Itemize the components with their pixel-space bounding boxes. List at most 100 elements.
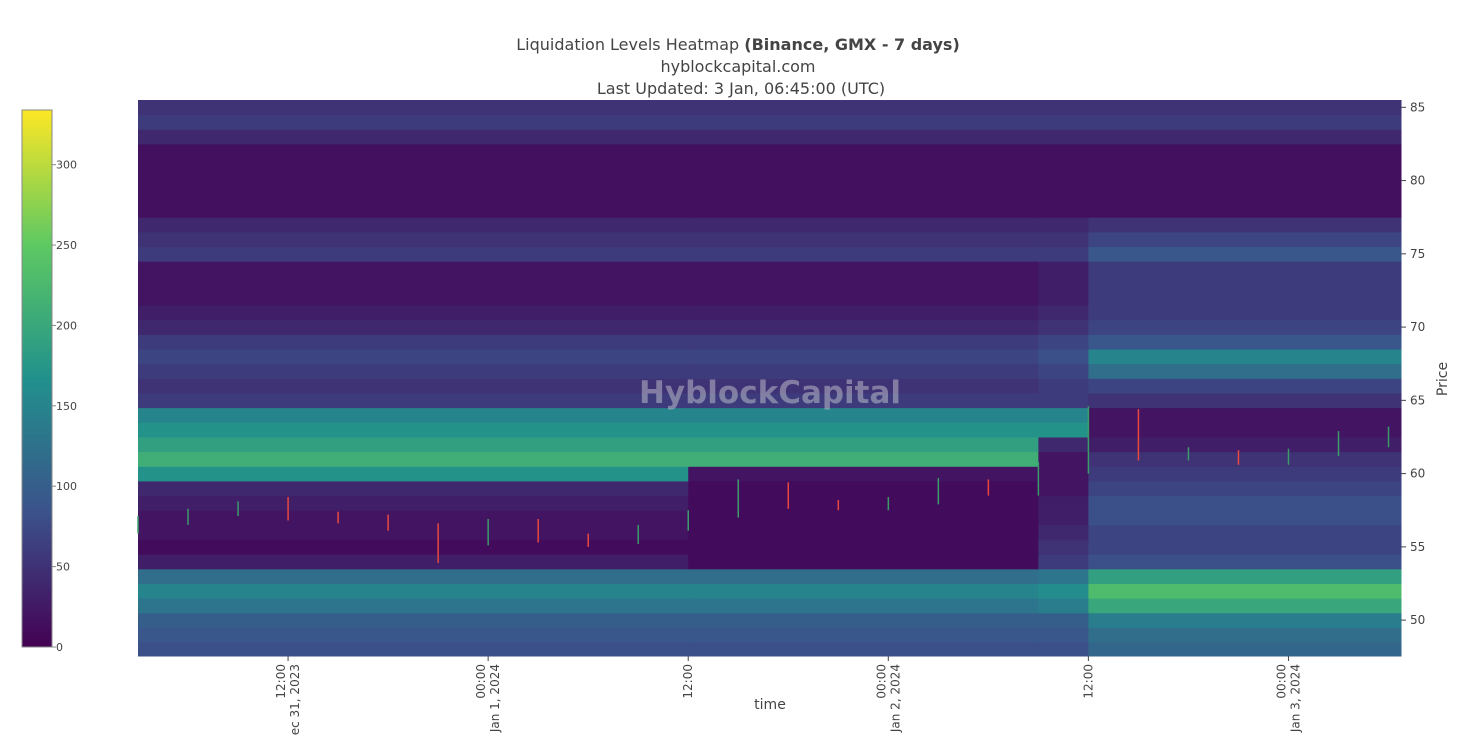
heat-cell — [1088, 495, 1402, 511]
heat-cell — [1088, 539, 1402, 555]
heat-cell — [138, 583, 689, 599]
heat-cell — [1088, 598, 1402, 614]
x-tick-label: 12:00Dec 31, 2023 — [274, 664, 302, 736]
x-tick-label-line: Dec 31, 2023 — [288, 664, 302, 736]
y-axis-title: Price — [1435, 362, 1451, 396]
heat-cell — [1038, 451, 1089, 467]
heat-cell — [138, 100, 689, 116]
heat-cell — [1038, 275, 1089, 291]
heat-cell — [1088, 451, 1402, 467]
heat-cell — [1088, 114, 1402, 130]
heat-cell — [138, 598, 689, 614]
heat-cell — [1038, 422, 1089, 438]
heat-cell — [138, 334, 689, 350]
heat-cell — [1088, 305, 1402, 321]
colorbar — [21, 109, 53, 648]
heat-cell — [1038, 642, 1089, 657]
heat-cell — [1088, 246, 1402, 262]
heat-cell — [1088, 393, 1402, 409]
heat-cell — [1038, 524, 1089, 541]
title-emphasis: (Binance, GMX - 7 days) — [744, 35, 959, 54]
heat-cell — [688, 568, 1039, 584]
heat-cell — [1088, 290, 1402, 306]
heat-cell — [1088, 143, 1402, 160]
y-tick-label: 70 — [1410, 320, 1425, 334]
heat-cell — [688, 275, 1039, 291]
heat-cell — [1088, 642, 1402, 657]
heat-cell — [138, 290, 689, 306]
heat-cell — [1038, 231, 1089, 248]
heat-cell — [138, 378, 689, 394]
heat-cell — [1038, 495, 1089, 511]
heat-cell — [138, 173, 689, 189]
subtitle: hyblockcapital.com — [660, 57, 815, 76]
heat-cell — [1088, 480, 1402, 497]
heat-cell — [138, 480, 689, 497]
heat-cell — [1088, 158, 1402, 174]
heat-cell — [1038, 407, 1089, 423]
heat-cell — [138, 129, 689, 145]
heat-cell — [688, 363, 1039, 379]
heat-cell — [1038, 114, 1089, 130]
y-tick-label: 55 — [1410, 540, 1425, 554]
x-tick-label-line: 00:00 — [1274, 664, 1288, 699]
colorbar-tick-label: 200 — [56, 319, 77, 332]
heat-cell — [1038, 305, 1089, 321]
heat-cell — [688, 612, 1039, 628]
heat-cell — [138, 202, 689, 218]
y-tick-label: 65 — [1410, 393, 1425, 407]
x-tick-label-line: Jan 1, 2024 — [488, 664, 502, 733]
heat-cell — [1038, 261, 1089, 277]
x-tick-label: 00:00Jan 2, 2024 — [874, 664, 902, 733]
heat-cell — [688, 114, 1039, 130]
watermark: HyblockCapital — [639, 375, 901, 411]
heat-cell — [688, 290, 1039, 306]
heat-cell — [1088, 583, 1402, 599]
heat-cell — [138, 524, 689, 541]
heat-cell — [1088, 349, 1402, 365]
heat-cell — [688, 480, 1039, 497]
heat-cell — [138, 407, 689, 423]
heat-cell — [1088, 627, 1402, 643]
heat-cell — [138, 627, 689, 643]
heat-cell — [1038, 568, 1089, 584]
x-tick-label-line: 00:00 — [474, 664, 488, 699]
heat-cell — [138, 363, 689, 379]
heat-cell — [138, 217, 689, 233]
heat-cell — [1088, 187, 1402, 204]
heat-cell — [1038, 217, 1089, 233]
heat-cell — [1088, 261, 1402, 277]
heat-cell — [138, 114, 689, 130]
heat-cell — [138, 539, 689, 555]
heat-cell — [1038, 363, 1089, 379]
heat-cell — [688, 393, 1039, 409]
heat-cell — [1088, 363, 1402, 379]
heat-cell — [1038, 539, 1089, 555]
heat-cell — [1088, 407, 1402, 423]
heat-cell — [138, 261, 689, 277]
heat-cell — [1038, 143, 1089, 160]
heat-cell — [1088, 173, 1402, 189]
heat-cell — [688, 524, 1039, 541]
heat-cell — [688, 436, 1039, 453]
heat-cell — [1038, 187, 1089, 204]
heat-cell — [138, 642, 689, 657]
heat-cell — [1038, 319, 1089, 335]
heat-cell — [1088, 554, 1402, 570]
heat-cell — [1038, 510, 1089, 526]
heat-cell — [1088, 436, 1402, 453]
heat-cell — [138, 451, 689, 467]
heat-cell — [688, 129, 1039, 145]
heat-cell — [138, 349, 689, 365]
heat-cell — [1038, 158, 1089, 174]
heat-cell — [688, 627, 1039, 643]
heat-cell — [1038, 349, 1089, 365]
y-tick-label: 85 — [1410, 100, 1425, 114]
colorbar-tick-label: 250 — [56, 239, 77, 252]
heat-cell — [688, 231, 1039, 248]
title-main: Liquidation Levels Heatmap — [516, 35, 739, 54]
heat-cell — [1088, 202, 1402, 218]
heat-cell — [1088, 378, 1402, 394]
heat-cell — [1038, 334, 1089, 350]
heat-cell — [138, 466, 689, 482]
